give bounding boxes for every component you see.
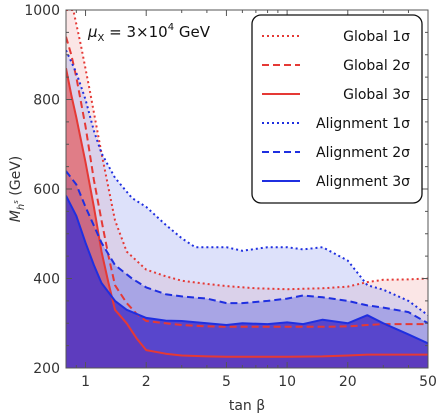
- x-tick-label: 1: [81, 374, 90, 390]
- line-alignment-1sigma: [66, 49, 428, 317]
- legend-items: Global 1σ Global 2σ Global 3σ Alignment 1σ A…: [262, 29, 410, 190]
- legend-label-alignment-3sigma: Alignment 3σ: [316, 174, 410, 190]
- annotation-unit: GeV: [174, 23, 211, 41]
- legend-label-global-2sigma: Global 2σ: [343, 58, 410, 74]
- line-global-2sigma: [66, 36, 428, 328]
- y-axis-label-subscript: h: [16, 204, 27, 210]
- fill-global-1sigma: [66, 10, 428, 368]
- annotation-subscript: X: [98, 33, 105, 44]
- annotation-symbol: μ: [87, 23, 98, 41]
- line-global-3sigma: [66, 68, 428, 358]
- legend-label-global-3sigma: Global 3σ: [343, 87, 410, 103]
- legend: Global 1σ Global 2σ Global 3σ Alignment 1σ A…: [251, 14, 423, 204]
- x-tick-label: 50: [419, 374, 436, 390]
- y-axis-label: Mhs (GeV): [8, 156, 27, 223]
- line-alignment-3sigma: [66, 195, 428, 345]
- line-global-1sigma: [66, 10, 428, 291]
- y-axis-label-symbol: M: [8, 210, 24, 222]
- mu-annotation: μX = 3×104 GeV: [87, 22, 211, 44]
- x-axis-label: tan β: [229, 398, 265, 414]
- y-tick-label: 200: [33, 361, 60, 377]
- fill-alignment-3sigma: [66, 195, 428, 368]
- axis-ticks: 1 2 5 10 20 50 200 400 600 800 1000: [24, 3, 436, 390]
- legend-box: [251, 14, 423, 204]
- x-tick-label: 20: [339, 374, 357, 390]
- x-tick-label: 2: [142, 374, 151, 390]
- legend-label-global-1sigma: Global 1σ: [343, 29, 410, 45]
- y-tick-label: 600: [33, 182, 60, 198]
- fill-alignment-1sigma: [66, 50, 428, 368]
- y-axis-label-unit: (GeV): [8, 156, 24, 200]
- series-lines: [66, 10, 428, 358]
- annotation-value: = 3×10: [104, 23, 167, 41]
- y-tick-label: 400: [33, 272, 60, 288]
- legend-label-alignment-2sigma: Alignment 2σ: [316, 145, 410, 161]
- y-tick-label: 800: [33, 93, 60, 109]
- line-alignment-2sigma: [66, 170, 428, 325]
- x-tick-label: 10: [278, 374, 296, 390]
- annotation-exponent: 4: [168, 22, 174, 33]
- y-axis-label-superscript: s: [12, 200, 20, 204]
- x-tick-label: 5: [222, 374, 231, 390]
- y-tick-label: 1000: [24, 3, 60, 19]
- legend-label-alignment-1sigma: Alignment 1σ: [316, 116, 410, 132]
